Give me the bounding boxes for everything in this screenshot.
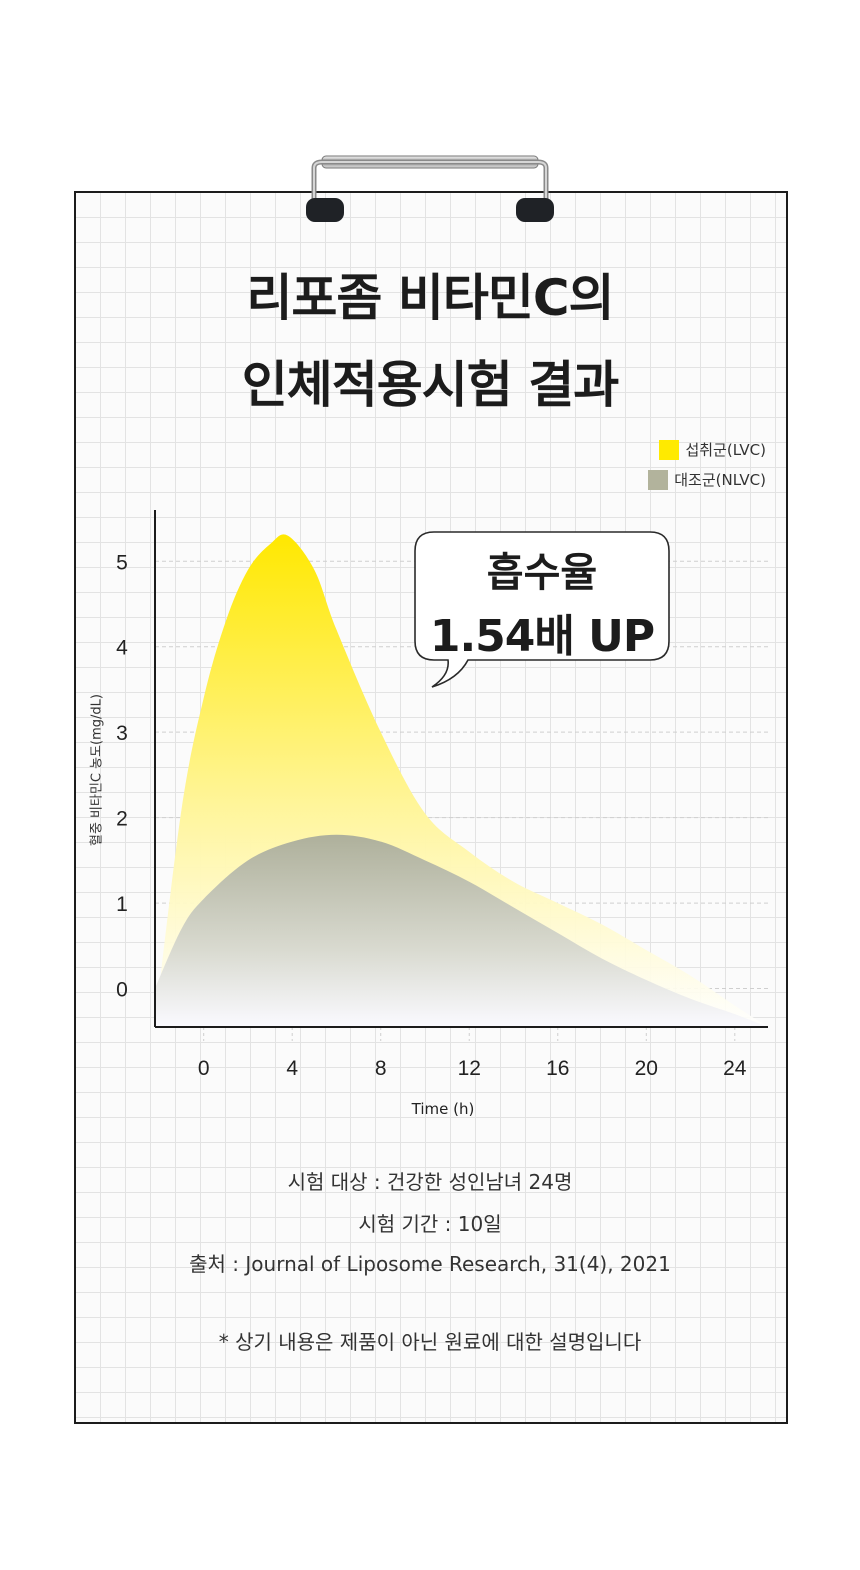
legend-item-lvc: 섭취군(LVC) bbox=[659, 439, 766, 460]
info-subjects: 시험 대상 : 건강한 성인남녀 24명 bbox=[287, 1170, 573, 1194]
legend-label-lvc: 섭취군(LVC) bbox=[685, 441, 766, 459]
x-tick-label: 4 bbox=[286, 1057, 298, 1080]
y-axis-label: 혈중 비타민C 농도(mg/dL) bbox=[89, 694, 105, 846]
legend-swatch-lvc bbox=[659, 439, 680, 460]
y-tick-label: 5 bbox=[116, 551, 128, 574]
info-note: * 상기 내용은 제품이 아닌 원료에 대한 설명입니다 bbox=[218, 1330, 642, 1354]
y-tick-label: 2 bbox=[116, 808, 128, 831]
x-tick-label: 0 bbox=[198, 1057, 210, 1080]
speech-bubble bbox=[414, 531, 670, 688]
legend-swatch-nlvc bbox=[648, 469, 669, 490]
series-area-nlvc bbox=[155, 834, 768, 1027]
info-source: 출처 : Journal of Liposome Research, 31(4)… bbox=[189, 1252, 671, 1276]
y-tick-label: 0 bbox=[116, 979, 128, 1002]
x-tick-label: 16 bbox=[546, 1057, 569, 1080]
x-axis-label: Time (h) bbox=[411, 1100, 475, 1118]
clipboard-clip-icon bbox=[306, 155, 554, 222]
clipboard-board bbox=[74, 191, 788, 1424]
info-period: 시험 기간 : 10일 bbox=[358, 1212, 502, 1236]
x-tick-label: 12 bbox=[458, 1057, 481, 1080]
x-tick-label: 20 bbox=[635, 1057, 658, 1080]
x-tick-label: 24 bbox=[723, 1057, 747, 1080]
callout-line2: 1.54배 UP bbox=[429, 611, 655, 662]
legend-item-nlvc: 대조군(NLVC) bbox=[648, 469, 766, 490]
x-tick-label: 8 bbox=[375, 1057, 387, 1080]
y-tick-label: 3 bbox=[116, 722, 128, 745]
y-tick-label: 4 bbox=[116, 637, 128, 660]
page-title-line2: 인체적용시험 결과 bbox=[241, 356, 619, 414]
legend-label-nlvc: 대조군(NLVC) bbox=[674, 471, 766, 489]
y-tick-label: 1 bbox=[116, 893, 128, 916]
callout-line1: 흡수율 bbox=[486, 550, 598, 596]
page-title-line1: 리포좀 비타민C의 bbox=[246, 269, 614, 327]
